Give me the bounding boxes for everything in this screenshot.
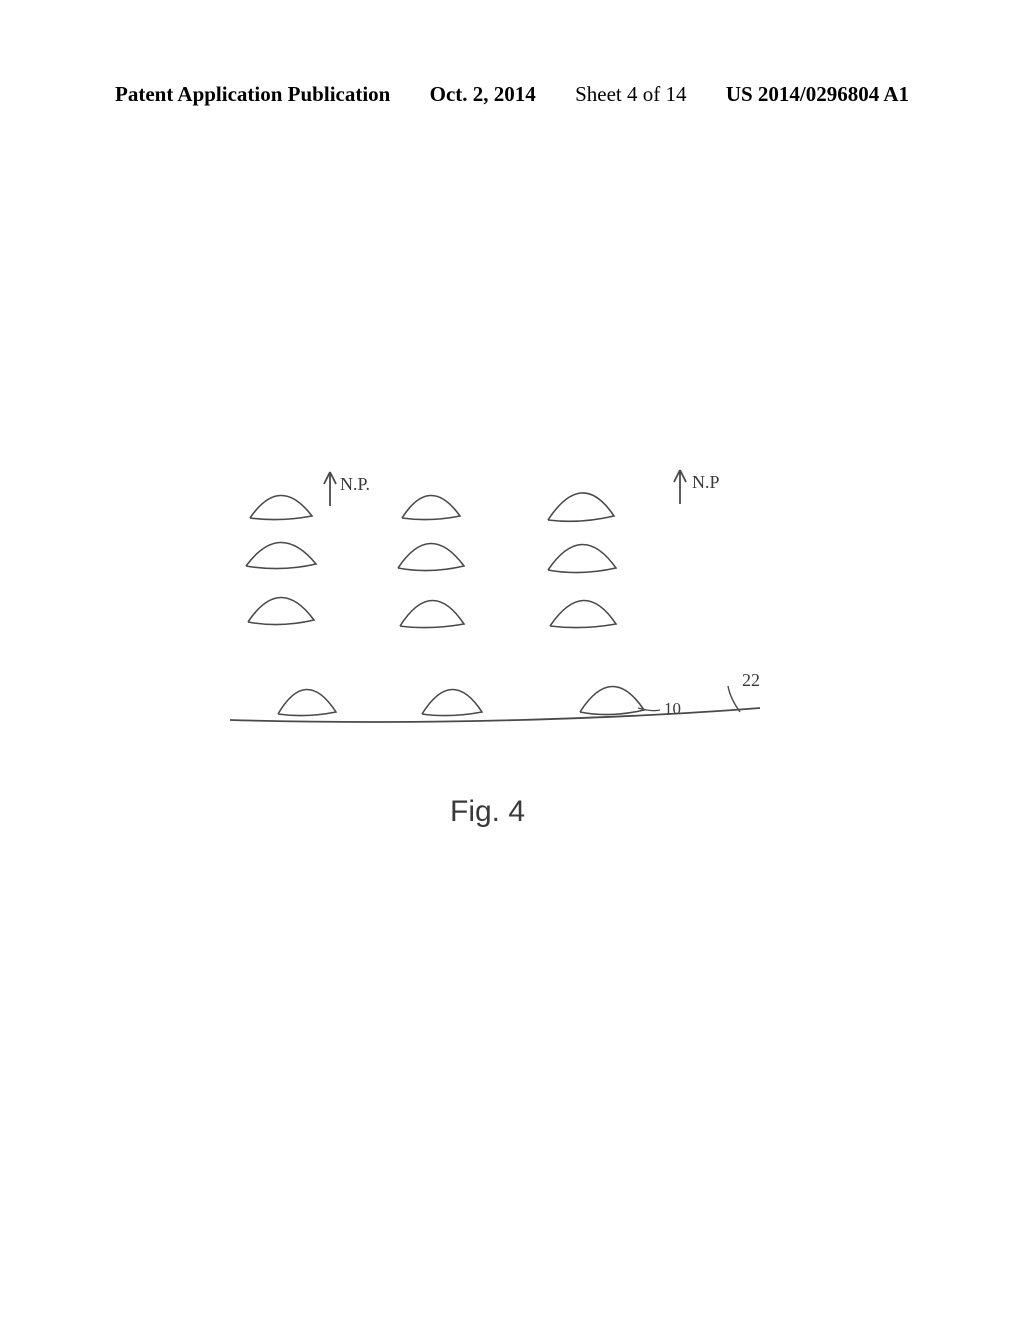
triangle-shape bbox=[278, 689, 336, 715]
figure-svg: N.P. N.P 10 22 bbox=[220, 430, 790, 760]
sheet-number: Sheet 4 of 14 bbox=[575, 82, 686, 107]
arrow-icon bbox=[674, 470, 686, 504]
triangle-shape bbox=[398, 543, 464, 570]
triangle-shape bbox=[250, 495, 312, 519]
annotation-ref-10: 10 bbox=[664, 699, 681, 718]
arrow-icon bbox=[324, 472, 336, 506]
triangle-shape bbox=[550, 600, 616, 627]
annotation-np-left: N.P. bbox=[340, 474, 370, 494]
leader-line bbox=[728, 686, 740, 712]
annotation-ref-22: 22 bbox=[742, 670, 760, 690]
figure-4-drawing: N.P. N.P 10 22 bbox=[220, 430, 790, 760]
triangle-shape bbox=[246, 542, 316, 568]
page-header: Patent Application Publication Oct. 2, 2… bbox=[115, 82, 909, 107]
annotation-np-right: N.P bbox=[692, 472, 720, 492]
triangle-shape bbox=[548, 544, 616, 572]
patent-number: US 2014/0296804 A1 bbox=[726, 82, 909, 107]
figure-label: Fig. 4 bbox=[450, 795, 525, 829]
triangle-shape bbox=[580, 686, 644, 714]
triangle-shape bbox=[248, 597, 314, 624]
triangle-shape bbox=[402, 495, 460, 519]
triangle-shape bbox=[400, 600, 464, 627]
publication-date: Oct. 2, 2014 bbox=[430, 82, 536, 107]
triangle-shape bbox=[548, 493, 614, 521]
publication-label: Patent Application Publication bbox=[115, 82, 390, 107]
triangle-shape bbox=[422, 689, 482, 715]
